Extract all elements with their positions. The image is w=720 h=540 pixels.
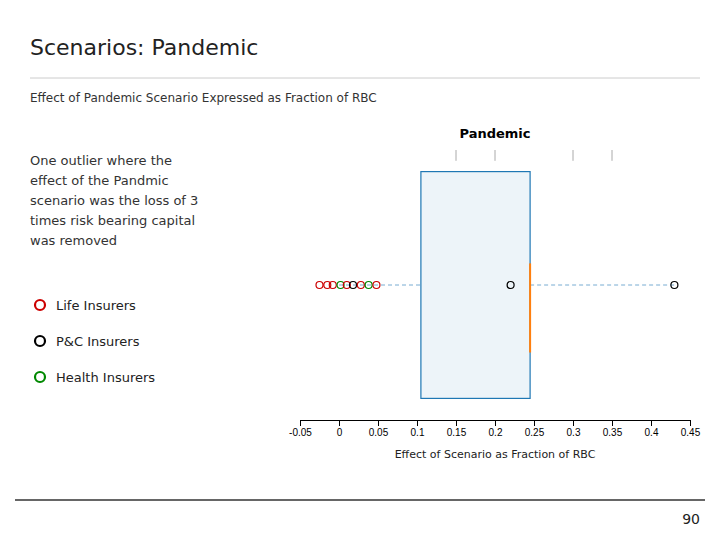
legend-label: Health Insurers (56, 370, 155, 385)
reference-tick (456, 150, 457, 161)
note: One outlier where the effect of the Pandm… (30, 153, 198, 248)
page-subtitle: Effect of Pandemic Scenario Expressed as… (30, 91, 377, 105)
note-line: was removed (30, 233, 117, 248)
note-line: effect of the Pandmic (30, 173, 169, 188)
reference-tick (573, 150, 574, 161)
tick-label: 0.35 (603, 427, 623, 438)
tick-label: 0.45 (681, 427, 701, 438)
legend: Life Insurers P&C Insurers Health Insurers (35, 298, 155, 385)
tick-label: 0.25 (525, 427, 545, 438)
tick-mark (534, 420, 535, 426)
tick-label: -0.05 (289, 427, 312, 438)
tick: 0 (337, 420, 343, 438)
tick-label: 0.2 (489, 427, 503, 438)
median (529, 263, 531, 352)
tick: 0.25 (525, 420, 545, 438)
tick-label: 0.1 (411, 427, 425, 438)
reference-tick (495, 150, 496, 161)
point (357, 282, 364, 289)
page-title: Scenarios: Pandemic (30, 35, 258, 60)
x-axis-label: Effect of Scenario as Fraction of RBC (395, 448, 596, 461)
title-rule (30, 78, 700, 79)
tick: 0.2 (489, 420, 503, 438)
tick-mark (456, 420, 457, 426)
point (671, 282, 678, 289)
point (365, 282, 372, 289)
note-line: One outlier where the (30, 153, 172, 168)
tick-label: 0 (337, 427, 343, 438)
legend-label: Life Insurers (56, 298, 136, 313)
tick-label: 0.15 (447, 427, 467, 438)
tick: -0.05 (289, 420, 312, 438)
legend-marker (35, 372, 45, 382)
tick-label: 0.05 (369, 427, 389, 438)
box (421, 172, 530, 399)
page-number: 90 (682, 511, 700, 527)
legend-marker (35, 336, 45, 346)
tick-mark (300, 420, 301, 426)
note-line: times risk bearing capital (30, 213, 195, 228)
page: Scenarios: Pandemic Effect of Pandemic Sc… (0, 0, 720, 540)
legend-label: P&C Insurers (56, 334, 140, 349)
point (350, 282, 357, 289)
point (316, 282, 323, 289)
reference-tick (612, 150, 613, 161)
x-axis: -0.05 0 0.05 0.1 0.15 0.2 0.25 0.3 0.35 0.4 0.45 (289, 420, 701, 438)
tick-mark (417, 420, 418, 426)
plot-area (316, 150, 678, 398)
tick-mark (339, 420, 340, 426)
point (507, 282, 514, 289)
note-line: scenario was the loss of 3 (30, 193, 198, 208)
axis-domain (301, 421, 691, 427)
legend-marker (35, 300, 45, 310)
tick-mark (573, 420, 574, 426)
tick: 0.1 (411, 420, 425, 438)
chart-title: Pandemic (459, 126, 530, 141)
tick: 0.05 (369, 420, 389, 438)
tick-mark (690, 420, 691, 426)
tick-mark (378, 420, 379, 426)
tick-mark (612, 420, 613, 426)
tick-mark (495, 420, 496, 426)
tick: 0.3 (567, 420, 581, 438)
tick-label: 0.4 (645, 427, 659, 438)
tick: 0.4 (645, 420, 659, 438)
tick-label: 0.3 (567, 427, 581, 438)
footer-rule (15, 499, 705, 501)
tick: 0.35 (603, 420, 623, 438)
tick: 0.15 (447, 420, 467, 438)
point (373, 282, 380, 289)
tick: 0.45 (681, 420, 701, 438)
point (329, 282, 336, 289)
whisker-high (530, 285, 674, 286)
tick-mark (651, 420, 652, 426)
